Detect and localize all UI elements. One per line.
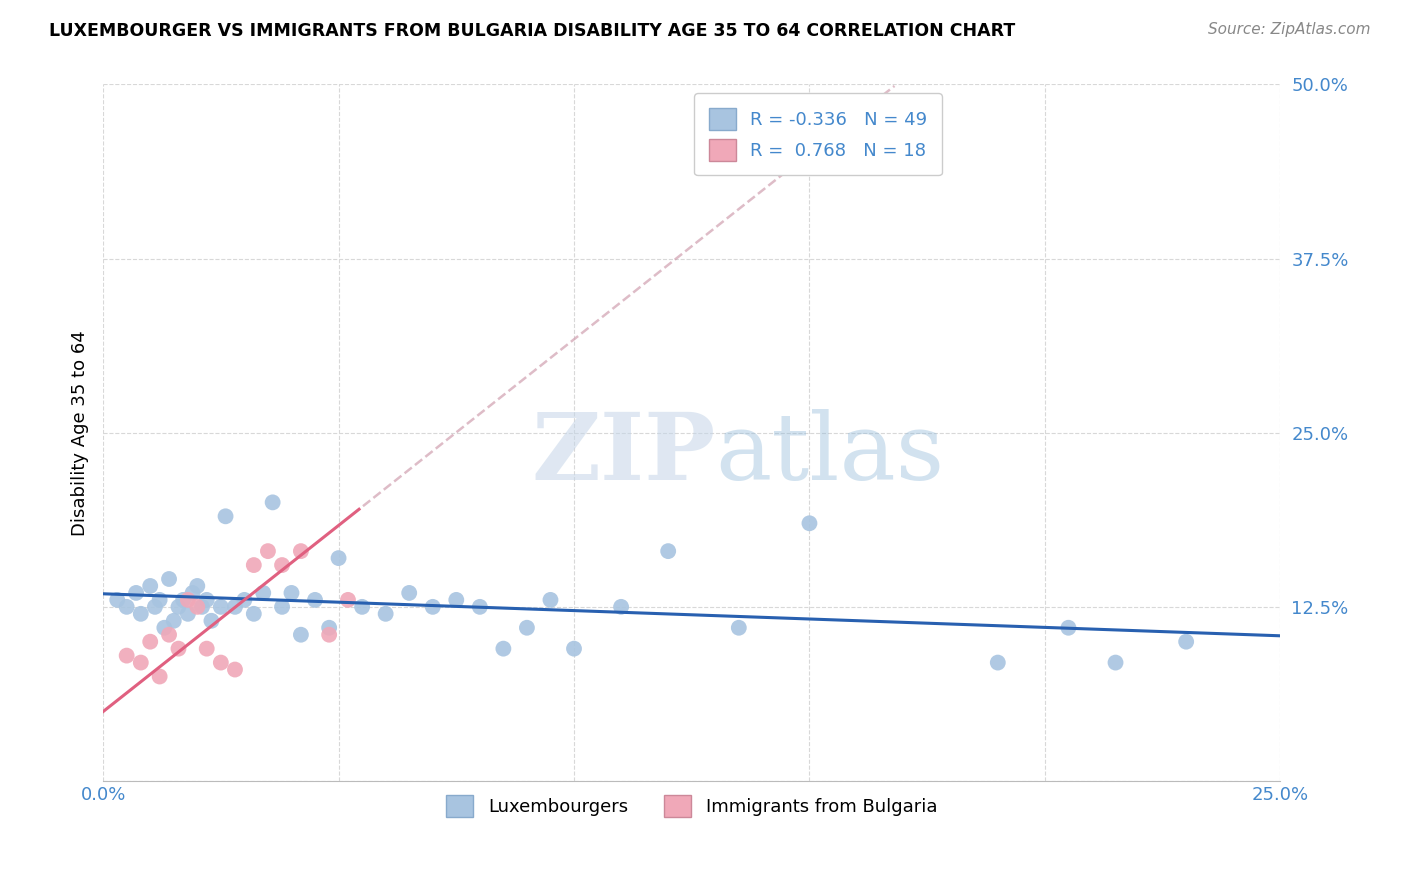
Point <box>610 599 633 614</box>
Point <box>153 621 176 635</box>
Point <box>516 621 538 635</box>
Point <box>191 599 214 614</box>
Point <box>290 628 312 642</box>
Point <box>224 663 246 677</box>
Point <box>139 579 162 593</box>
Legend: Luxembourgers, Immigrants from Bulgaria: Luxembourgers, Immigrants from Bulgaria <box>439 788 945 824</box>
Point <box>1104 656 1126 670</box>
Point <box>157 572 180 586</box>
Point <box>799 516 821 531</box>
Point <box>1057 621 1080 635</box>
Point <box>304 593 326 607</box>
Point <box>492 641 515 656</box>
Point <box>177 607 200 621</box>
Point <box>290 544 312 558</box>
Point <box>125 586 148 600</box>
Y-axis label: Disability Age 35 to 64: Disability Age 35 to 64 <box>72 330 89 535</box>
Point <box>468 599 491 614</box>
Point <box>195 641 218 656</box>
Point <box>704 161 727 175</box>
Point <box>318 628 340 642</box>
Point <box>318 621 340 635</box>
Point <box>172 593 194 607</box>
Point <box>271 599 294 614</box>
Point <box>186 579 208 593</box>
Point <box>129 656 152 670</box>
Point <box>422 599 444 614</box>
Point <box>224 599 246 614</box>
Text: ZIP: ZIP <box>531 409 716 499</box>
Point <box>177 593 200 607</box>
Point <box>540 593 562 607</box>
Point <box>149 593 172 607</box>
Point <box>195 593 218 607</box>
Point <box>157 628 180 642</box>
Point <box>262 495 284 509</box>
Point <box>186 599 208 614</box>
Point <box>200 614 222 628</box>
Point <box>115 648 138 663</box>
Point <box>328 551 350 566</box>
Point <box>209 656 232 670</box>
Point <box>233 593 256 607</box>
Point <box>987 656 1010 670</box>
Point <box>1175 634 1198 648</box>
Point <box>280 586 302 600</box>
Point <box>167 641 190 656</box>
Point <box>398 586 420 600</box>
Point <box>374 607 396 621</box>
Point <box>209 599 232 614</box>
Point <box>257 544 280 558</box>
Point <box>167 599 190 614</box>
Point <box>727 621 749 635</box>
Point <box>243 607 266 621</box>
Point <box>139 634 162 648</box>
Point <box>115 599 138 614</box>
Point <box>271 558 294 572</box>
Point <box>214 509 236 524</box>
Point <box>562 641 585 656</box>
Text: Source: ZipAtlas.com: Source: ZipAtlas.com <box>1208 22 1371 37</box>
Point <box>105 593 128 607</box>
Point <box>243 558 266 572</box>
Text: atlas: atlas <box>716 409 945 499</box>
Point <box>252 586 274 600</box>
Point <box>143 599 166 614</box>
Point <box>163 614 186 628</box>
Point <box>657 544 679 558</box>
Point <box>149 669 172 683</box>
Point <box>446 593 468 607</box>
Text: LUXEMBOURGER VS IMMIGRANTS FROM BULGARIA DISABILITY AGE 35 TO 64 CORRELATION CHA: LUXEMBOURGER VS IMMIGRANTS FROM BULGARIA… <box>49 22 1015 40</box>
Point <box>181 586 204 600</box>
Point <box>129 607 152 621</box>
Point <box>337 593 360 607</box>
Point <box>352 599 374 614</box>
